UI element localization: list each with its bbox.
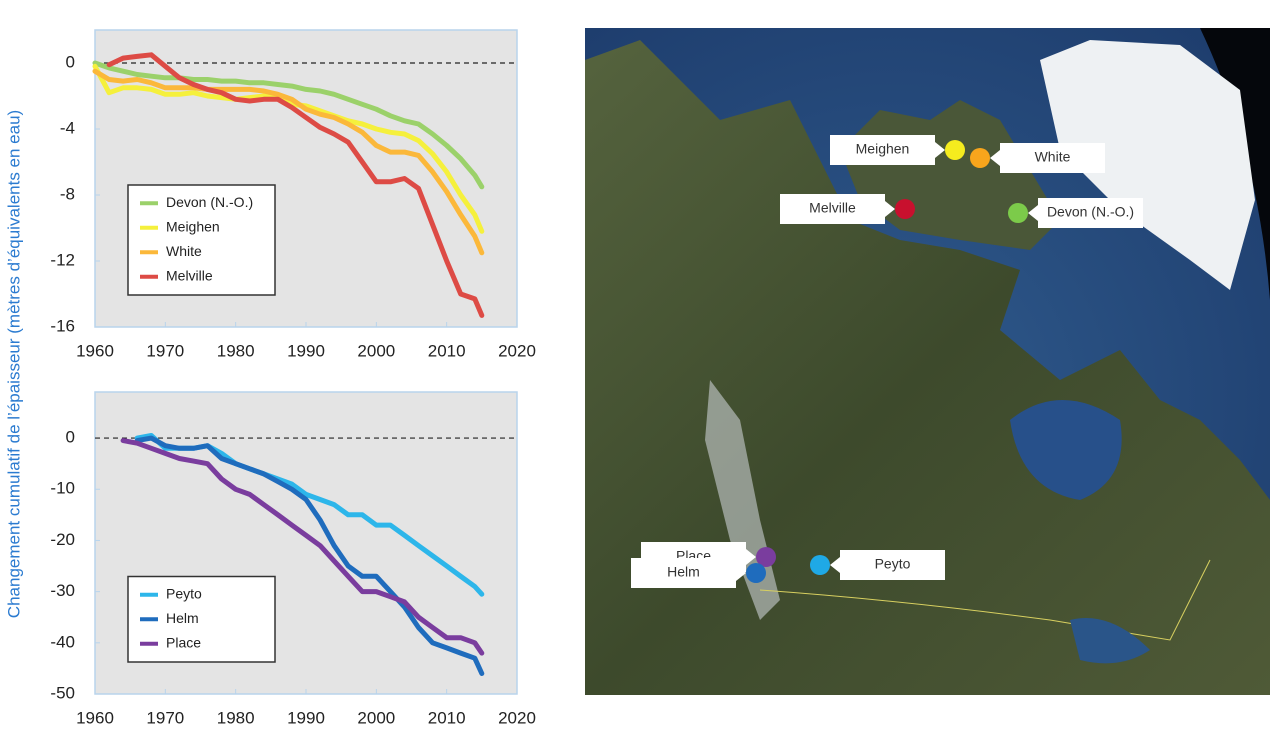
x-tick-label: 1970 [146, 708, 184, 727]
y-tick-label: 0 [66, 428, 75, 447]
x-tick-label: 1960 [76, 708, 114, 727]
figure: Changement cumulatif de l’épaisseur (mèt… [0, 0, 1270, 728]
x-tick-label: 1990 [287, 341, 325, 360]
site-marker [895, 199, 915, 219]
legend-label: Melville [166, 267, 213, 283]
x-tick-label: 2020 [498, 341, 536, 360]
site-marker [1008, 203, 1028, 223]
x-tick-label: 1980 [217, 341, 255, 360]
x-tick-label: 1970 [146, 341, 184, 360]
y-tick-label: -12 [50, 250, 75, 269]
site-marker [810, 555, 830, 575]
marker-label: Peyto [875, 556, 911, 572]
marker-label: Devon (N.-O.) [1047, 204, 1134, 220]
x-tick-label: 2020 [498, 708, 536, 727]
marker-label: Meighen [856, 141, 910, 157]
x-tick-label: 2010 [428, 708, 466, 727]
legend-label: White [166, 243, 202, 259]
y-tick-label: -50 [50, 683, 75, 702]
legend-label: Peyto [166, 585, 202, 601]
legend-label: Place [166, 634, 201, 650]
y-tick-label: -8 [60, 184, 75, 203]
x-tick-label: 2010 [428, 341, 466, 360]
marker-label: White [1035, 149, 1071, 165]
legend-label: Devon (N.-O.) [166, 194, 253, 210]
marker-label: Helm [667, 564, 700, 580]
x-tick-label: 2000 [357, 708, 395, 727]
x-tick-label: 1990 [287, 708, 325, 727]
page: {"shared_ylabel": "Changement cumulatif … [0, 0, 1270, 728]
legend-label: Helm [166, 610, 199, 626]
y-tick-label: 0 [66, 52, 75, 71]
y-tick-label: -30 [50, 581, 75, 600]
site-marker [970, 148, 990, 168]
y-tick-label: -40 [50, 632, 75, 651]
y-tick-label: -16 [50, 316, 75, 335]
y-axis-label: Changement cumulatif de l’épaisseur (mèt… [4, 110, 23, 618]
marker-label: Melville [809, 200, 856, 216]
y-tick-label: -20 [50, 530, 75, 549]
y-tick-label: -10 [50, 479, 75, 498]
legend-label: Meighen [166, 218, 220, 234]
site-marker [746, 563, 766, 583]
y-tick-label: -4 [60, 118, 75, 137]
x-tick-label: 2000 [357, 341, 395, 360]
x-tick-label: 1980 [217, 708, 255, 727]
site-marker [945, 140, 965, 160]
x-tick-label: 1960 [76, 341, 114, 360]
